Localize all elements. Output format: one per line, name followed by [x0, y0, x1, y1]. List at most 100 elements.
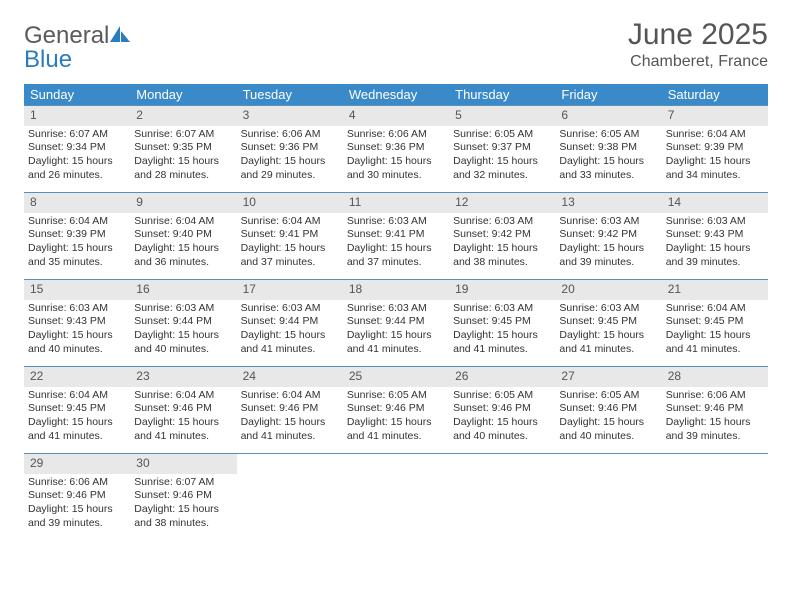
day-line-ss: Sunset: 9:42 PM [453, 228, 551, 242]
day-line-sr: Sunrise: 6:06 AM [28, 476, 126, 490]
day-number: 10 [237, 193, 343, 213]
day-line-ss: Sunset: 9:45 PM [559, 315, 657, 329]
day-cell: 29Sunrise: 6:06 AMSunset: 9:46 PMDayligh… [24, 454, 130, 540]
week-row: 1Sunrise: 6:07 AMSunset: 9:34 PMDaylight… [24, 105, 768, 192]
logo-sail-icon [109, 25, 131, 43]
day-line-ss: Sunset: 9:36 PM [241, 141, 339, 155]
day-line-d1: Daylight: 15 hours [453, 416, 551, 430]
day-body: Sunrise: 6:03 AMSunset: 9:41 PMDaylight:… [343, 213, 449, 276]
day-body: Sunrise: 6:05 AMSunset: 9:38 PMDaylight:… [555, 126, 661, 189]
day-line-d2: and 39 minutes. [28, 517, 126, 531]
day-line-d2: and 41 minutes. [347, 430, 445, 444]
day-number: 25 [343, 367, 449, 387]
day-cell: 23Sunrise: 6:04 AMSunset: 9:46 PMDayligh… [130, 367, 236, 453]
day-line-ss: Sunset: 9:45 PM [453, 315, 551, 329]
day-line-sr: Sunrise: 6:06 AM [241, 128, 339, 142]
day-line-ss: Sunset: 9:41 PM [347, 228, 445, 242]
day-line-sr: Sunrise: 6:06 AM [347, 128, 445, 142]
day-line-ss: Sunset: 9:36 PM [347, 141, 445, 155]
day-line-d1: Daylight: 15 hours [453, 155, 551, 169]
day-cell: 28Sunrise: 6:06 AMSunset: 9:46 PMDayligh… [662, 367, 768, 453]
day-line-ss: Sunset: 9:46 PM [453, 402, 551, 416]
day-line-d1: Daylight: 15 hours [241, 329, 339, 343]
day-line-ss: Sunset: 9:46 PM [347, 402, 445, 416]
day-cell: 27Sunrise: 6:05 AMSunset: 9:46 PMDayligh… [555, 367, 661, 453]
day-cell: 9Sunrise: 6:04 AMSunset: 9:40 PMDaylight… [130, 193, 236, 279]
day-number: 6 [555, 106, 661, 126]
day-line-d1: Daylight: 15 hours [241, 242, 339, 256]
day-line-d2: and 37 minutes. [241, 256, 339, 270]
day-body: Sunrise: 6:03 AMSunset: 9:42 PMDaylight:… [449, 213, 555, 276]
day-line-sr: Sunrise: 6:04 AM [666, 128, 764, 142]
day-line-sr: Sunrise: 6:05 AM [559, 389, 657, 403]
day-line-d1: Daylight: 15 hours [241, 416, 339, 430]
day-cell: 22Sunrise: 6:04 AMSunset: 9:45 PMDayligh… [24, 367, 130, 453]
day-body: Sunrise: 6:05 AMSunset: 9:46 PMDaylight:… [343, 387, 449, 450]
month-title: June 2025 [628, 18, 768, 51]
day-line-d2: and 36 minutes. [134, 256, 232, 270]
day-cell: 25Sunrise: 6:05 AMSunset: 9:46 PMDayligh… [343, 367, 449, 453]
day-body: Sunrise: 6:04 AMSunset: 9:39 PMDaylight:… [24, 213, 130, 276]
day-line-sr: Sunrise: 6:04 AM [28, 389, 126, 403]
day-line-d1: Daylight: 15 hours [134, 503, 232, 517]
logo-word1: General [24, 22, 109, 49]
day-body: Sunrise: 6:04 AMSunset: 9:41 PMDaylight:… [237, 213, 343, 276]
day-line-d2: and 40 minutes. [453, 430, 551, 444]
day-line-sr: Sunrise: 6:07 AM [28, 128, 126, 142]
day-line-d2: and 41 minutes. [347, 343, 445, 357]
day-line-sr: Sunrise: 6:07 AM [134, 476, 232, 490]
day-line-ss: Sunset: 9:46 PM [28, 489, 126, 503]
day-line-ss: Sunset: 9:43 PM [28, 315, 126, 329]
day-line-sr: Sunrise: 6:07 AM [134, 128, 232, 142]
day-cell: 26Sunrise: 6:05 AMSunset: 9:46 PMDayligh… [449, 367, 555, 453]
day-line-d1: Daylight: 15 hours [559, 242, 657, 256]
dow-saturday: Saturday [662, 84, 768, 105]
day-line-sr: Sunrise: 6:04 AM [134, 215, 232, 229]
dow-friday: Friday [555, 84, 661, 105]
day-number: 17 [237, 280, 343, 300]
day-body: Sunrise: 6:07 AMSunset: 9:46 PMDaylight:… [130, 474, 236, 537]
day-line-d1: Daylight: 15 hours [453, 329, 551, 343]
day-cell: 7Sunrise: 6:04 AMSunset: 9:39 PMDaylight… [662, 106, 768, 192]
day-line-sr: Sunrise: 6:03 AM [666, 215, 764, 229]
day-number: 5 [449, 106, 555, 126]
day-body: Sunrise: 6:06 AMSunset: 9:36 PMDaylight:… [237, 126, 343, 189]
day-number: 27 [555, 367, 661, 387]
day-number: 29 [24, 454, 130, 474]
day-cell [237, 454, 343, 540]
day-line-ss: Sunset: 9:44 PM [347, 315, 445, 329]
day-cell: 10Sunrise: 6:04 AMSunset: 9:41 PMDayligh… [237, 193, 343, 279]
day-body: Sunrise: 6:06 AMSunset: 9:36 PMDaylight:… [343, 126, 449, 189]
day-line-d1: Daylight: 15 hours [453, 242, 551, 256]
logo-word2: Blue [24, 46, 72, 73]
day-number: 4 [343, 106, 449, 126]
day-line-sr: Sunrise: 6:04 AM [241, 389, 339, 403]
day-number: 11 [343, 193, 449, 213]
day-line-d2: and 41 minutes. [241, 430, 339, 444]
logo: General Blue [24, 24, 131, 72]
day-cell [449, 454, 555, 540]
day-line-sr: Sunrise: 6:03 AM [453, 302, 551, 316]
day-body: Sunrise: 6:05 AMSunset: 9:46 PMDaylight:… [555, 387, 661, 450]
day-line-ss: Sunset: 9:44 PM [241, 315, 339, 329]
day-body: Sunrise: 6:03 AMSunset: 9:45 PMDaylight:… [555, 300, 661, 363]
day-body: Sunrise: 6:04 AMSunset: 9:46 PMDaylight:… [130, 387, 236, 450]
day-cell: 16Sunrise: 6:03 AMSunset: 9:44 PMDayligh… [130, 280, 236, 366]
day-body: Sunrise: 6:03 AMSunset: 9:43 PMDaylight:… [662, 213, 768, 276]
day-line-sr: Sunrise: 6:03 AM [559, 302, 657, 316]
day-line-d1: Daylight: 15 hours [559, 416, 657, 430]
day-number: 21 [662, 280, 768, 300]
day-number: 13 [555, 193, 661, 213]
day-line-d2: and 39 minutes. [666, 430, 764, 444]
day-line-d1: Daylight: 15 hours [28, 329, 126, 343]
day-line-d1: Daylight: 15 hours [134, 155, 232, 169]
calendar-page: General Blue June 2025 Chamberet, France… [0, 0, 792, 540]
day-line-d1: Daylight: 15 hours [28, 242, 126, 256]
week-row: 22Sunrise: 6:04 AMSunset: 9:45 PMDayligh… [24, 366, 768, 453]
day-line-d2: and 41 minutes. [666, 343, 764, 357]
day-line-sr: Sunrise: 6:04 AM [28, 215, 126, 229]
day-body: Sunrise: 6:04 AMSunset: 9:45 PMDaylight:… [24, 387, 130, 450]
day-line-d2: and 41 minutes. [134, 430, 232, 444]
day-cell: 18Sunrise: 6:03 AMSunset: 9:44 PMDayligh… [343, 280, 449, 366]
day-number: 8 [24, 193, 130, 213]
